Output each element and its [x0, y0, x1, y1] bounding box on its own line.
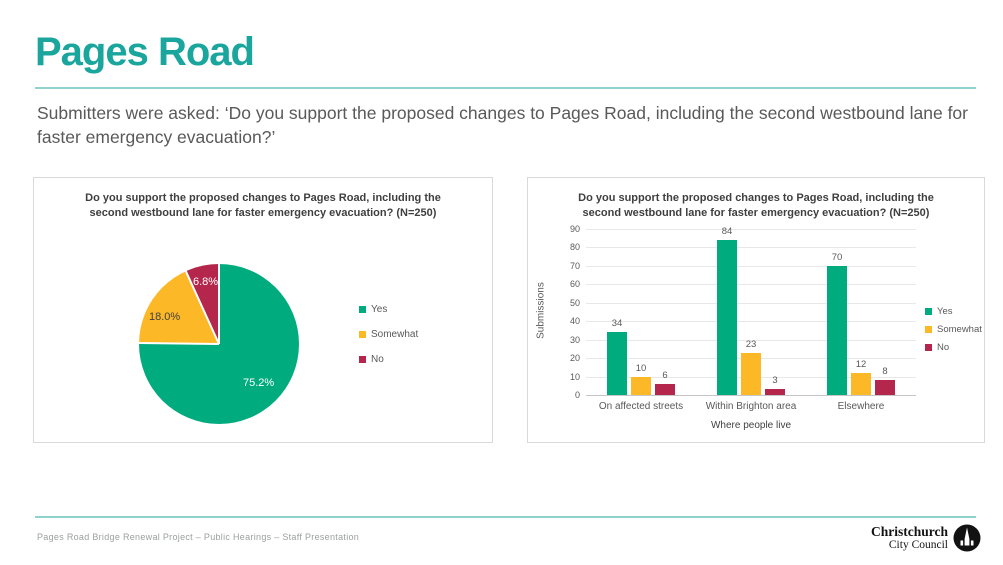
pie-slice-label-no: 6.8% — [193, 276, 219, 288]
legend-swatch — [359, 331, 366, 338]
page-title: Pages Road — [35, 30, 255, 74]
bar-value-label: 70 — [831, 251, 843, 263]
grid-line — [586, 265, 916, 267]
y-tick-label: 70 — [569, 260, 580, 271]
y-tick-label: 60 — [569, 279, 580, 290]
footer-text: Pages Road Bridge Renewal Project – Publ… — [37, 532, 360, 542]
grid-line — [586, 284, 916, 286]
bar-value-label: 23 — [745, 338, 757, 350]
bar-plot: Submissions Where people live 0 10 20 30 40 5… — [528, 178, 984, 442]
y-tick-label: 0 — [574, 390, 580, 400]
legend-label: Yes — [937, 306, 953, 317]
bar-value-label: 12 — [855, 358, 867, 370]
logo-line2: City Council — [888, 539, 948, 552]
pie-slice-label-somewhat: 18.0% — [149, 311, 181, 323]
legend-label: Somewhat — [371, 329, 419, 340]
bar-value-label: 8 — [882, 366, 888, 378]
grid-line — [586, 321, 916, 323]
pie-slice-separator — [138, 341, 220, 345]
pie-slice-label-yes: 75.2% — [243, 377, 275, 389]
bar-yes — [827, 265, 847, 395]
bar-chart-panel: Do you support the proposed changes to P… — [527, 177, 985, 443]
bar-value-label: 84 — [721, 226, 733, 238]
bar-yes — [607, 332, 627, 395]
legend-swatch — [359, 356, 366, 363]
pie-legend: Yes Somewhat No — [359, 304, 418, 365]
y-axis-label: Submissions — [535, 282, 547, 339]
y-tick-label: 90 — [569, 224, 580, 234]
bar-value-label: 6 — [662, 369, 668, 381]
legend-swatch — [925, 308, 932, 315]
y-tick-label: 80 — [569, 242, 580, 253]
bar-legend: Yes Somewhat No — [925, 306, 982, 353]
pie-slice-separator — [218, 264, 220, 344]
pie-chart-panel: Do you support the proposed changes to P… — [33, 177, 493, 443]
grid-line — [586, 395, 916, 396]
legend-label: No — [937, 342, 950, 353]
grid-line — [586, 339, 916, 341]
bar-somewhat — [741, 352, 761, 395]
bar-no — [875, 380, 895, 395]
legend-item-yes: Yes — [925, 306, 982, 317]
y-tick-label: 20 — [569, 353, 580, 364]
legend-item-no: No — [359, 354, 418, 365]
bar-no — [765, 389, 785, 395]
legend-item-somewhat: Somewhat — [359, 329, 418, 340]
y-tick-label: 40 — [569, 316, 580, 327]
grid-line — [586, 247, 916, 249]
category-label: Within Brighton area — [705, 401, 797, 412]
category-label: Elsewhere — [837, 401, 885, 412]
bar-somewhat — [631, 376, 651, 395]
grid-line — [586, 229, 916, 230]
legend-swatch — [925, 344, 932, 351]
logo-line1: Christchurch — [870, 523, 948, 539]
intro-text: Submitters were asked: ‘Do you support t… — [37, 103, 968, 148]
bar-yes — [717, 240, 737, 395]
christchurch-city-council-logo: Christchurch City Council — [871, 524, 981, 552]
legend-item-no: No — [925, 342, 982, 353]
logo-text: Christchurch City Council — [870, 523, 948, 552]
y-tick-label: 30 — [569, 334, 580, 345]
grid-line — [586, 302, 916, 304]
bar-somewhat — [851, 372, 871, 395]
legend-label: Somewhat — [937, 324, 982, 335]
pie-chart: 75.2% 18.0% 6.8% — [138, 264, 299, 424]
pie-chart-title: Do you support the proposed changes to P… — [85, 192, 441, 220]
bar-no — [655, 383, 675, 395]
x-axis-label: Where people live — [710, 420, 792, 431]
bar-value-label: 10 — [635, 362, 647, 374]
footer-divider — [35, 516, 976, 518]
bar-chart-title: Do you support the proposed changes to P… — [578, 192, 934, 220]
y-tick-label: 10 — [569, 371, 580, 382]
category-label: On affected streets — [598, 401, 684, 412]
legend-label: Yes — [371, 304, 388, 315]
y-tick-label: 50 — [569, 297, 580, 308]
legend-item-yes: Yes — [359, 304, 418, 315]
bar-value-label: 3 — [772, 375, 778, 387]
title-divider — [35, 87, 976, 89]
legend-swatch — [925, 326, 932, 333]
bar-value-label: 34 — [611, 318, 623, 330]
legend-item-somewhat: Somewhat — [925, 324, 982, 335]
legend-label: No — [371, 354, 384, 365]
legend-swatch — [359, 306, 366, 313]
cathedral-icon — [953, 524, 981, 552]
